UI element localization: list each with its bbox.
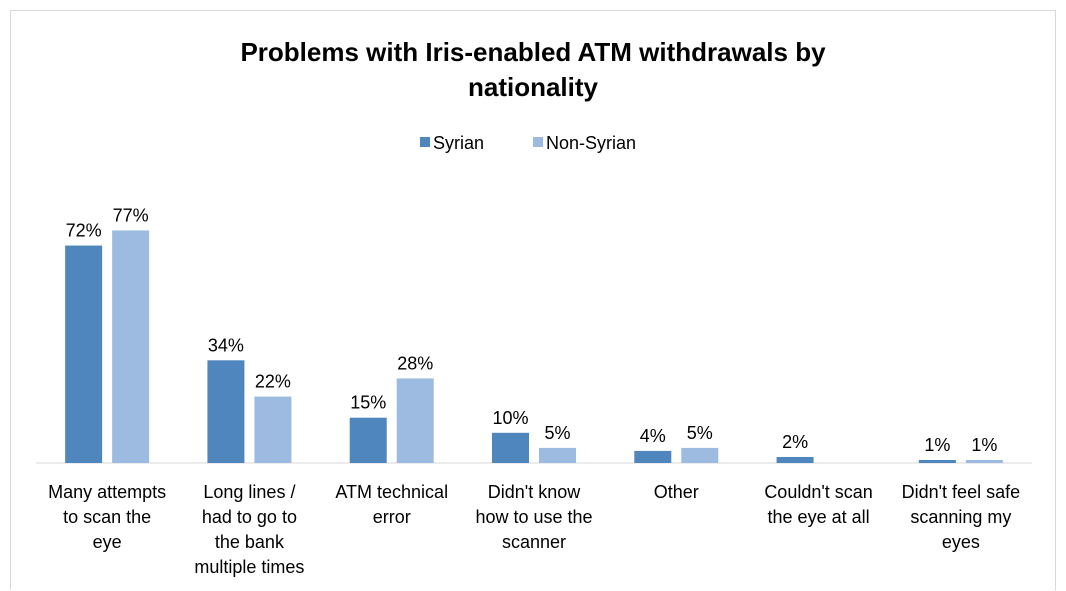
category-label-1-line-1: had to go to: [202, 507, 297, 527]
bar-non-syrian-0: [112, 230, 150, 463]
category-label-1-line-2: the bank: [215, 532, 285, 552]
category-label-0-line-2: eye: [93, 532, 122, 552]
data-label-non-syrian-6: 1%: [971, 435, 997, 455]
category-label-6-line-1: scanning my: [910, 507, 1011, 527]
category-label-1-line-3: multiple times: [194, 557, 304, 577]
data-label-syrian-2: 15%: [350, 393, 386, 413]
data-labels-group: 72% 77% 34% 22% 15% 28% 10% 5% 4% 5% 2% 1% 1%: [66, 205, 998, 455]
data-label-non-syrian-0: 77%: [113, 205, 149, 225]
category-label-0-line-0: Many attempts: [48, 482, 166, 502]
data-label-syrian-0: 72%: [66, 221, 102, 241]
bar-syrian-0: [65, 245, 103, 463]
legend-swatch-non-syrian: [533, 137, 543, 147]
bar-non-syrian-2: [396, 378, 434, 463]
category-label-6-line-2: eyes: [942, 532, 980, 552]
data-label-syrian-4: 4%: [640, 426, 666, 446]
bar-syrian-2: [349, 417, 387, 463]
category-label-1-line-0: Long lines /: [203, 482, 295, 502]
bar-non-syrian-1: [254, 396, 292, 463]
data-label-syrian-5: 2%: [782, 432, 808, 452]
bar-non-syrian-6: [965, 459, 1003, 463]
data-label-syrian-3: 10%: [492, 408, 528, 428]
data-label-non-syrian-3: 5%: [544, 423, 570, 443]
category-labels-group: Many attempts to scan the eye Long lines / h…: [48, 482, 1020, 577]
chart-frame: Problems with Iris-enabled ATM withdrawa…: [10, 10, 1056, 590]
legend-label-syrian: Syrian: [433, 133, 484, 153]
data-label-syrian-6: 1%: [924, 435, 950, 455]
data-label-syrian-1: 34%: [208, 335, 244, 355]
category-label-3-line-2: scanner: [502, 532, 566, 552]
bar-non-syrian-4: [681, 447, 719, 463]
chart-title-line-2: nationality: [468, 72, 599, 102]
category-label-4-line-0: Other: [654, 482, 699, 502]
category-label-2-line-1: error: [373, 507, 411, 527]
bar-syrian-5: [776, 456, 814, 463]
bar-syrian-4: [634, 450, 672, 463]
data-label-non-syrian-2: 28%: [397, 353, 433, 373]
legend-swatch-syrian: [420, 137, 430, 147]
category-label-6-line-0: Didn't feel safe: [902, 482, 1021, 502]
bar-syrian-1: [207, 360, 245, 463]
category-label-0-line-1: to scan the: [63, 507, 151, 527]
category-label-5-line-1: the eye at all: [768, 507, 870, 527]
bars-group: [65, 230, 1003, 463]
data-label-non-syrian-4: 5%: [687, 423, 713, 443]
legend-label-non-syrian: Non-Syrian: [546, 133, 636, 153]
category-label-2-line-0: ATM technical: [335, 482, 448, 502]
bar-chart: Problems with Iris-enabled ATM withdrawa…: [36, 37, 1032, 577]
legend: Syrian Non-Syrian: [420, 133, 636, 153]
bar-non-syrian-3: [539, 447, 576, 463]
bar-syrian-3: [492, 432, 529, 463]
data-label-non-syrian-1: 22%: [255, 372, 291, 392]
category-label-3-line-0: Didn't know: [488, 482, 581, 502]
chart-title-line-1: Problems with Iris-enabled ATM withdrawa…: [240, 37, 826, 67]
category-label-3-line-1: how to use the: [475, 507, 592, 527]
bar-syrian-6: [918, 459, 956, 463]
category-label-5-line-0: Couldn't scan: [764, 482, 873, 502]
